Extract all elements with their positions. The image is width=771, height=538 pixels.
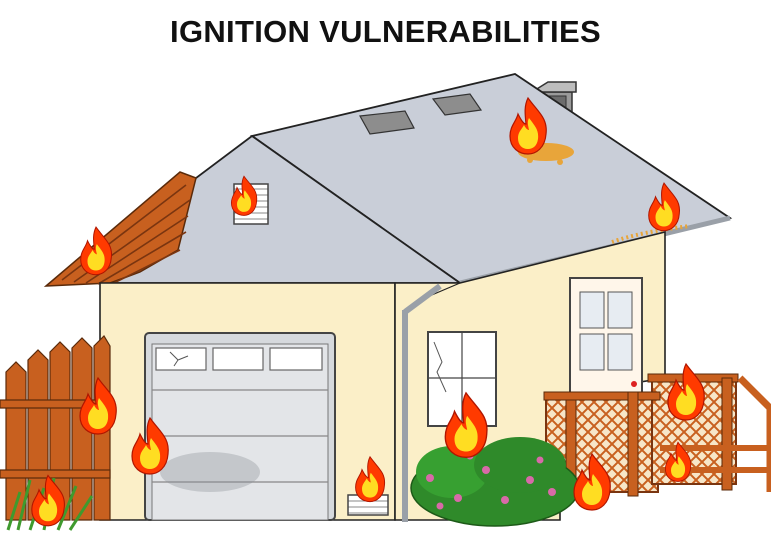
shrub xyxy=(411,437,579,526)
fire-icon xyxy=(668,364,704,420)
garage-door xyxy=(145,333,335,520)
cracked-window xyxy=(428,332,496,426)
wooden-deck xyxy=(544,374,770,496)
front-door xyxy=(570,278,642,396)
